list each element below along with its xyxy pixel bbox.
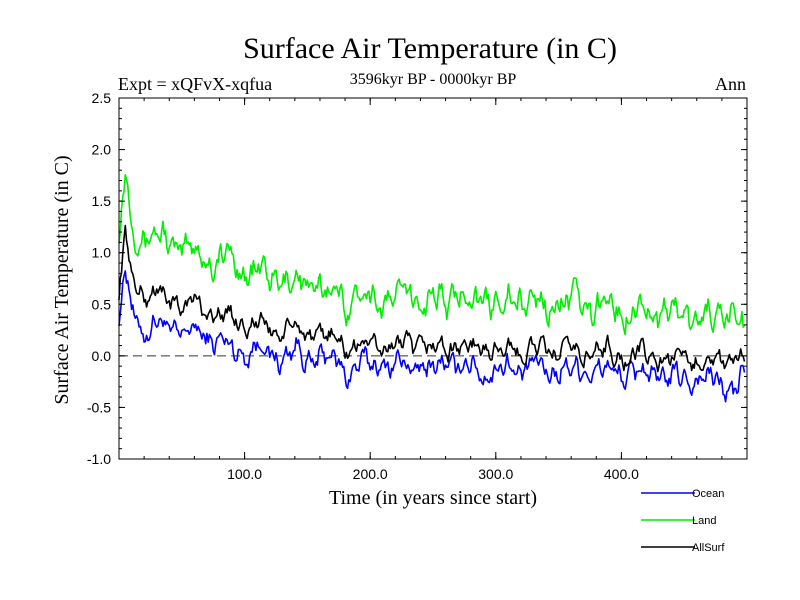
y-tick-label: 2.0 [92, 142, 112, 158]
series-line-land [118, 174, 746, 336]
y-tick-label: -1.0 [87, 451, 111, 467]
legend-label-allsurf: AllSurf [692, 542, 725, 554]
x-tick-label: 400.0 [604, 466, 639, 482]
chart-title: Surface Air Temperature (in C) [243, 32, 617, 65]
axes-group: -1.0 -0.5 0.0 0.5 1.0 1.5 2.0 2.5 100.0 200.0 300.… [87, 90, 748, 482]
y-tick-label: 1.5 [92, 193, 112, 209]
legend-label-ocean: Ocean [692, 488, 724, 500]
series-line-allsurf [118, 224, 746, 373]
x-tick-label: 200.0 [353, 466, 388, 482]
series-group [118, 174, 746, 403]
y-tick-label: -0.5 [87, 399, 111, 415]
x-axis-label: Time (in years since start) [329, 487, 537, 509]
legend: Ocean Land AllSurf [641, 488, 725, 554]
y-axis-label: Surface Air Temperature (in C) [51, 155, 73, 404]
x-tick-label: 100.0 [227, 466, 262, 482]
plot-frame [118, 97, 748, 460]
y-tick-label: 2.5 [92, 90, 112, 106]
experiment-label: Expt = xQFvX-xqfua [118, 74, 272, 94]
x-tick-label: 300.0 [478, 466, 513, 482]
y-tick-label: 1.0 [92, 245, 112, 261]
chart-subtitle: 3596kyr BP - 0000kyr BP [350, 71, 517, 88]
legend-label-land: Land [692, 515, 716, 527]
y-tick-label: 0.0 [92, 348, 112, 364]
y-tick-label: 0.5 [92, 296, 112, 312]
period-label: Ann [715, 74, 746, 94]
series-line-ocean [118, 270, 746, 403]
